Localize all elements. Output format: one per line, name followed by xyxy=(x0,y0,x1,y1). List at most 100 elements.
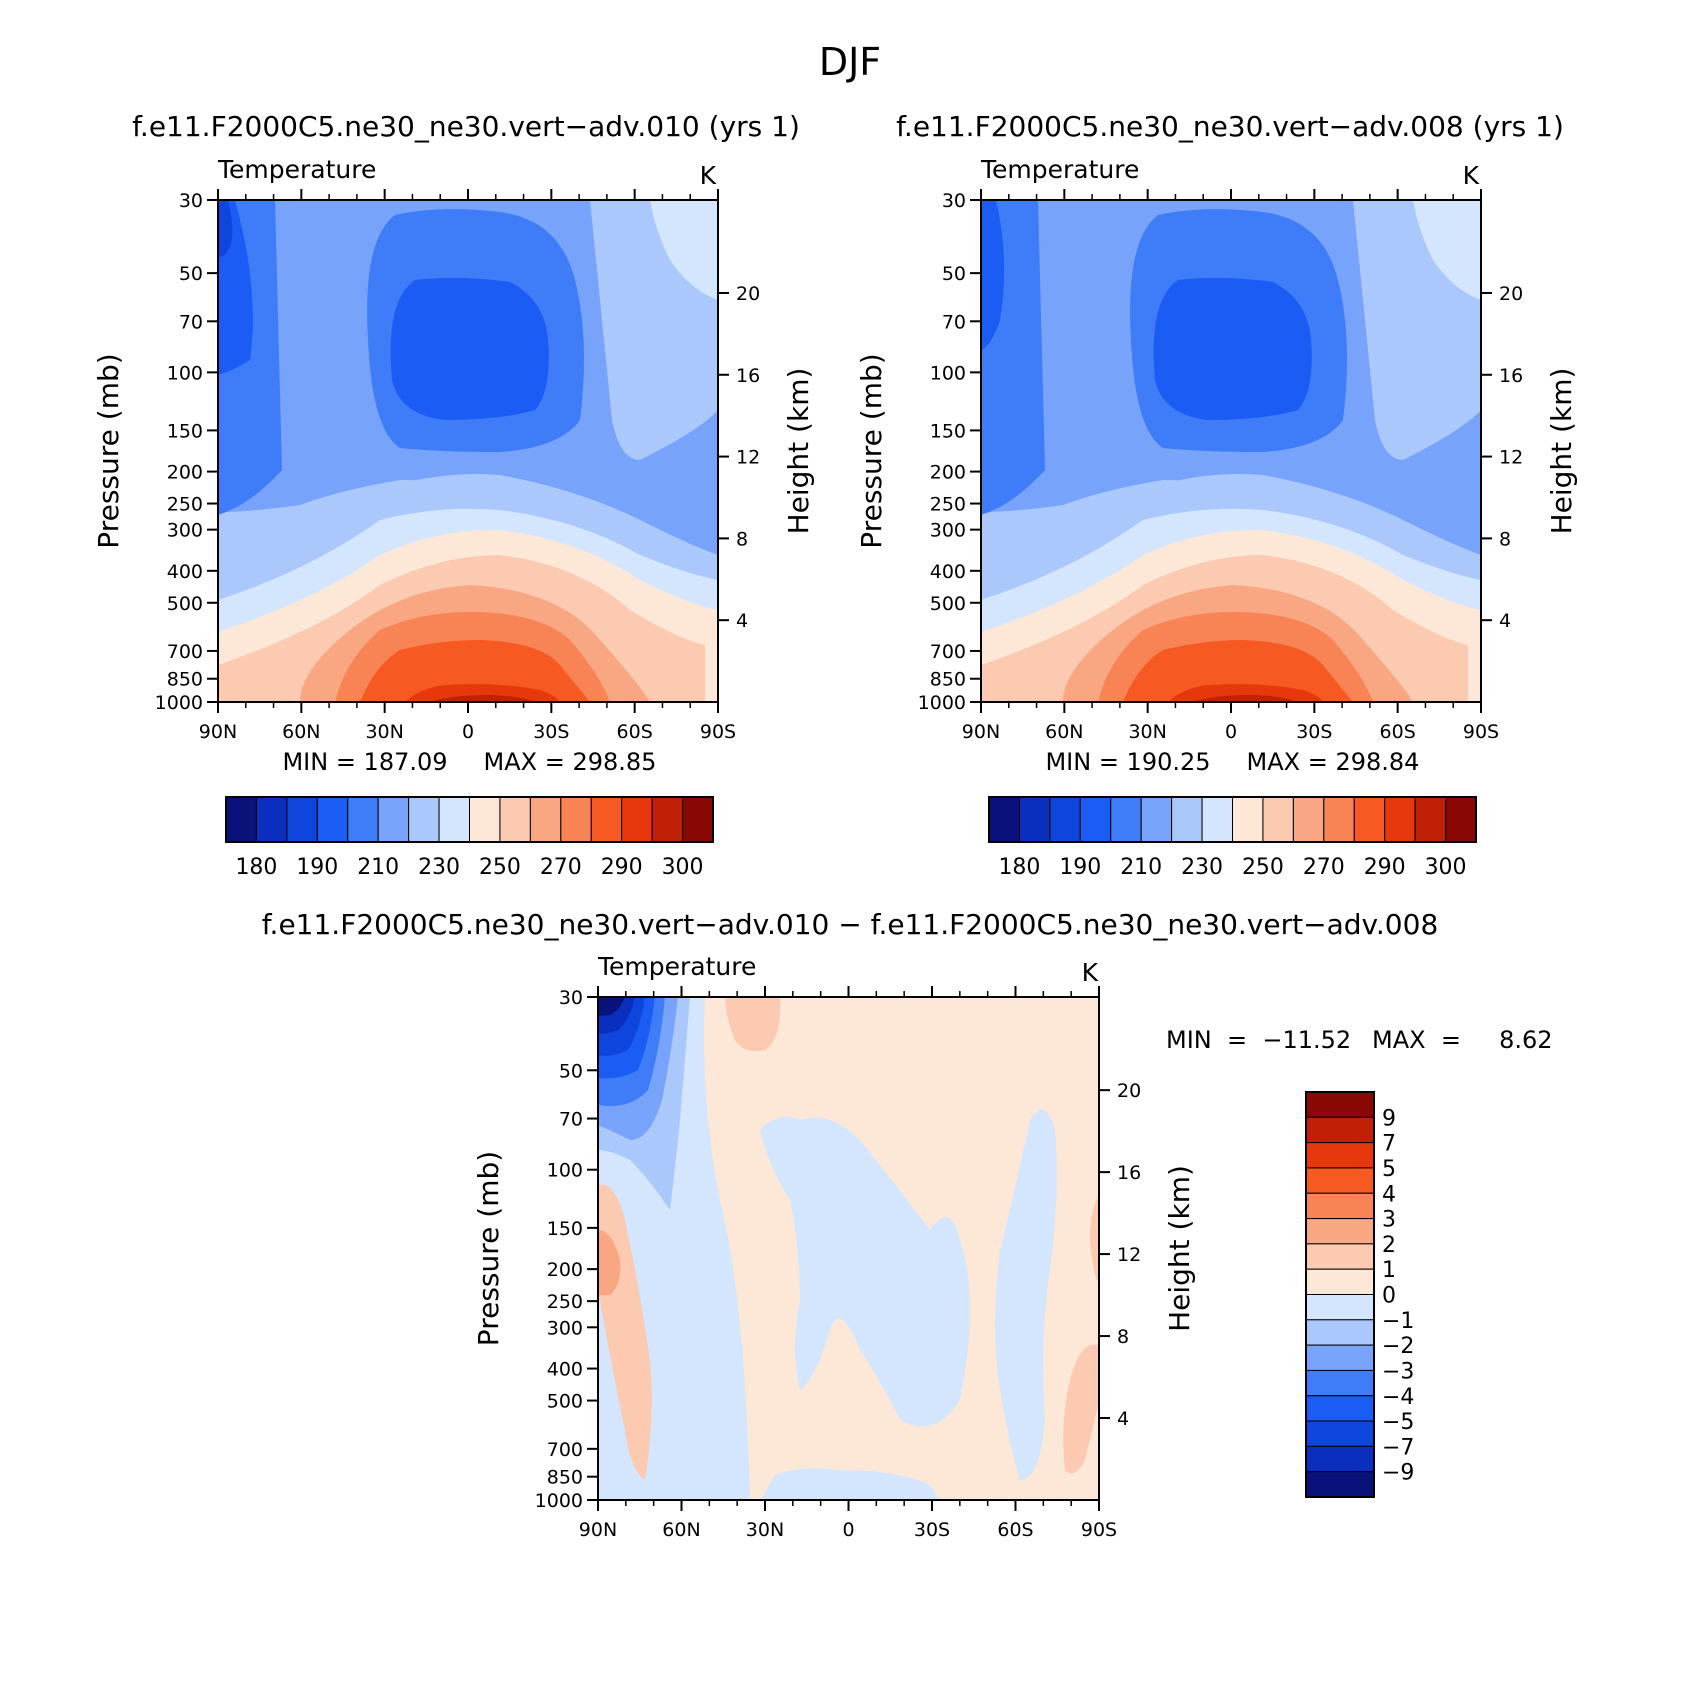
x-tick-label: 0 xyxy=(462,721,474,743)
x-tick-label: 90S xyxy=(700,721,736,743)
x-tick-label: 60S xyxy=(617,721,653,743)
contour-fill xyxy=(1193,695,1298,702)
y-tick-label: 500 xyxy=(930,593,966,615)
colorbar-swatch xyxy=(560,796,592,843)
y2-tick-label: 4 xyxy=(1117,1408,1129,1430)
min-label: MIN = 187.09 xyxy=(282,748,447,776)
colorbar-label: −4 xyxy=(1382,1385,1414,1410)
y2-tick-label: 4 xyxy=(1499,610,1511,632)
x-tick-label: 30S xyxy=(533,721,569,743)
panel-3-units-label: K xyxy=(1082,958,1099,987)
colorbar-label: 190 xyxy=(1059,855,1101,880)
y2-tick-label: 20 xyxy=(736,283,760,305)
colorbar-label: 270 xyxy=(540,855,582,880)
contour-fill xyxy=(360,640,590,702)
y-tick-label: 100 xyxy=(930,362,966,384)
contour-fill xyxy=(995,1109,1057,1480)
y-tick-label: 1000 xyxy=(155,692,203,714)
colorbar-label: 9 xyxy=(1382,1106,1396,1131)
x-tick-label: 90S xyxy=(1081,1519,1117,1541)
y-tick-label: 850 xyxy=(930,669,966,691)
y2-tick-label: 12 xyxy=(736,447,760,469)
colorbar-frame xyxy=(1305,1091,1375,1498)
colorbar-label: 290 xyxy=(601,855,643,880)
contour-fill xyxy=(981,200,1005,350)
min-label: MIN = 190.25 xyxy=(1045,748,1210,776)
x-tick-label: 90N xyxy=(962,721,1000,743)
y-tick-label: 250 xyxy=(167,494,203,516)
y2-tick-label: 8 xyxy=(736,528,748,550)
contour-fill xyxy=(1063,1344,1099,1474)
y-axis-label: Pressure (mb) xyxy=(472,1151,505,1346)
y-tick-label: 300 xyxy=(167,520,203,542)
contour-fill xyxy=(1413,200,1481,300)
colorbar-swatch xyxy=(499,796,531,843)
y-tick-label: 200 xyxy=(547,1259,583,1281)
contour-fill xyxy=(760,1468,940,1500)
colorbar-swatch xyxy=(1018,796,1051,843)
colorbar-label: 230 xyxy=(1181,855,1223,880)
y2-tick-label: 8 xyxy=(1117,1326,1129,1348)
y2-tick-label: 16 xyxy=(1117,1162,1141,1184)
y-tick-label: 850 xyxy=(167,669,203,691)
panel-3-contours xyxy=(598,997,1099,1500)
contour-fill xyxy=(598,997,625,1016)
colorbar-label: −7 xyxy=(1382,1435,1414,1460)
panel-1-colorbar: 180 190 210 230 250 270 290 300 xyxy=(225,796,714,880)
y-tick-label: 50 xyxy=(559,1060,583,1082)
colorbar-label: 3 xyxy=(1382,1208,1396,1233)
x-tick-label: 30N xyxy=(746,1519,784,1541)
y-tick-label: 850 xyxy=(547,1467,583,1489)
x-tick-label: 30S xyxy=(1296,721,1332,743)
colorbar-swatch xyxy=(529,796,562,843)
colorbar-swatch xyxy=(255,796,288,843)
colorbar-label: 290 xyxy=(1364,855,1406,880)
colorbar-swatch xyxy=(1292,796,1325,843)
colorbar-label: 250 xyxy=(479,855,521,880)
panel-2-colorbar: 180 190 210 230 250 270 290 300 xyxy=(988,796,1477,880)
colorbar-swatch xyxy=(1305,1116,1375,1144)
contour-fill xyxy=(1168,684,1323,702)
colorbar-label: 190 xyxy=(296,855,338,880)
y-tick-label: 250 xyxy=(547,1291,583,1313)
colorbar-swatch xyxy=(1140,796,1173,843)
colorbar-label: 210 xyxy=(1120,855,1162,880)
colorbar-swatch xyxy=(1305,1445,1375,1473)
x-tick-label: 60S xyxy=(997,1519,1033,1541)
contour-fill xyxy=(1090,1195,1099,1285)
colorbar-swatch xyxy=(1305,1471,1375,1498)
panel-3-title: f.e11.F2000C5.ne30_ne30.vert−adv.010 − f… xyxy=(262,908,1439,941)
y-tick-label: 700 xyxy=(547,1439,583,1461)
panel-1-units-label: K xyxy=(700,161,717,190)
colorbar-swatch xyxy=(1323,796,1355,843)
colorbar-swatch xyxy=(1305,1395,1375,1422)
x-tick-label: 90N xyxy=(579,1519,617,1541)
colorbar-swatch xyxy=(988,796,1020,843)
colorbar-swatch xyxy=(1110,796,1142,843)
y2-tick-label: 8 xyxy=(1499,528,1511,550)
colorbar-label: 2 xyxy=(1382,1233,1396,1258)
y-tick-label: 400 xyxy=(547,1359,583,1381)
y-tick-label: 30 xyxy=(179,190,203,212)
colorbar-swatch xyxy=(1305,1218,1375,1245)
colorbar-swatch xyxy=(1049,796,1081,843)
panel-3: f.e11.F2000C5.ne30_ne30.vert−adv.010 − f… xyxy=(262,908,1553,1541)
colorbar-label: −1 xyxy=(1382,1309,1414,1334)
colorbar-swatch xyxy=(1232,796,1264,843)
y-axis-label: Pressure (mb) xyxy=(855,353,888,548)
panel-2-left-label: Temperature xyxy=(980,155,1139,184)
y-tick-label: 1000 xyxy=(918,692,966,714)
colorbar-swatch xyxy=(1353,796,1386,843)
x-tick-label: 0 xyxy=(1225,721,1237,743)
y-tick-label: 150 xyxy=(930,420,966,442)
y2-tick-label: 20 xyxy=(1499,283,1523,305)
y2-tick-label: 20 xyxy=(1117,1080,1141,1102)
y-tick-label: 50 xyxy=(942,263,966,285)
y-tick-label: 250 xyxy=(930,494,966,516)
colorbar-swatch xyxy=(590,796,623,843)
colorbar-swatch xyxy=(286,796,318,843)
panel-1-left-label: Temperature xyxy=(217,155,376,184)
colorbar-label: −9 xyxy=(1382,1461,1414,1486)
y-tick-label: 700 xyxy=(930,641,966,663)
